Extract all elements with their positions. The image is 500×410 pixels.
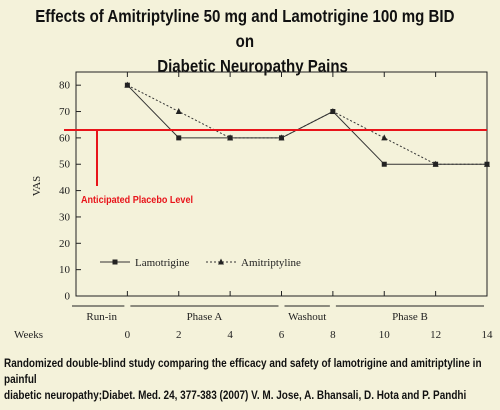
phase-axis: Run-in Phase A Washout Phase B Weeks 0 2 4 6 8 10 1… bbox=[14, 305, 494, 341]
y-axis-label-group: VAS bbox=[31, 176, 43, 197]
y-tick-label: 70 bbox=[59, 106, 71, 118]
citation-line-1: Randomized double-blind study comparing … bbox=[4, 357, 482, 386]
y-tick-label: 0 bbox=[65, 291, 71, 303]
phase-label-run-in: Run-in bbox=[86, 311, 117, 323]
citation-line-2: diabetic neuropathy;Diabet. Med. 24, 377… bbox=[4, 389, 467, 402]
y-axis-label: VAS bbox=[31, 176, 43, 197]
y-tick-label: 40 bbox=[59, 185, 71, 197]
y-tick-label: 30 bbox=[59, 211, 71, 223]
phase-label-washout: Washout bbox=[288, 311, 326, 323]
chart-legend: Lamotrigine Amitriptyline bbox=[100, 257, 301, 269]
chart-title-line-2: Diabetic Neuropathy Pains bbox=[157, 56, 348, 76]
data-point-amitriptyline bbox=[381, 134, 388, 141]
data-point-amitriptyline bbox=[278, 134, 285, 141]
legend-label-amitriptyline: Amitriptyline bbox=[241, 257, 301, 269]
y-tick-label: 10 bbox=[59, 264, 71, 276]
placebo-reference-label: Anticipated Placebo Level bbox=[81, 195, 193, 206]
week-tick-label: 4 bbox=[227, 329, 233, 341]
legend-marker-amitriptyline bbox=[218, 258, 224, 265]
data-point-amitriptyline bbox=[227, 134, 234, 141]
week-tick-label: 14 bbox=[482, 329, 494, 341]
data-point-amitriptyline bbox=[329, 108, 336, 115]
data-point-lamotrigine bbox=[381, 161, 387, 167]
citation-caption: Randomized double-blind study comparing … bbox=[4, 356, 486, 404]
series-group bbox=[124, 81, 490, 167]
y-tick-label: 20 bbox=[59, 238, 71, 250]
series-line-lamotrigine bbox=[127, 84, 487, 165]
week-tick-label: 12 bbox=[430, 329, 441, 341]
week-tick-label: 10 bbox=[379, 329, 391, 341]
y-tick-label: 80 bbox=[59, 80, 71, 92]
data-point-lamotrigine bbox=[176, 135, 182, 141]
week-tick-label: 0 bbox=[125, 329, 131, 341]
placebo-reference-group: Anticipated Placebo Level bbox=[64, 128, 487, 206]
y-tick-label: 50 bbox=[59, 159, 71, 171]
chart-title: Effects of Amitriptyline 50 mg and Lamot… bbox=[35, 4, 465, 79]
data-point-amitriptyline bbox=[432, 160, 439, 167]
data-point-amitriptyline bbox=[484, 160, 490, 167]
chart-title-line-1: Effects of Amitriptyline 50 mg and Lamot… bbox=[35, 6, 455, 51]
data-point-amitriptyline bbox=[175, 108, 182, 115]
x-axis-label: Weeks bbox=[14, 329, 43, 341]
week-tick-label: 8 bbox=[330, 329, 336, 341]
data-point-amitriptyline bbox=[124, 81, 131, 88]
legend-marker-lamotrigine bbox=[112, 259, 118, 265]
phase-label-phase-a: Phase A bbox=[187, 311, 223, 323]
week-tick-label: 2 bbox=[176, 329, 182, 341]
y-tick-label: 60 bbox=[59, 132, 71, 144]
week-tick-label: 6 bbox=[279, 329, 285, 341]
legend-label-lamotrigine: Lamotrigine bbox=[135, 257, 189, 269]
phase-label-phase-b: Phase B bbox=[392, 311, 428, 323]
chart-axes: 0 10 20 30 40 50 60 70 80 bbox=[59, 71, 488, 303]
